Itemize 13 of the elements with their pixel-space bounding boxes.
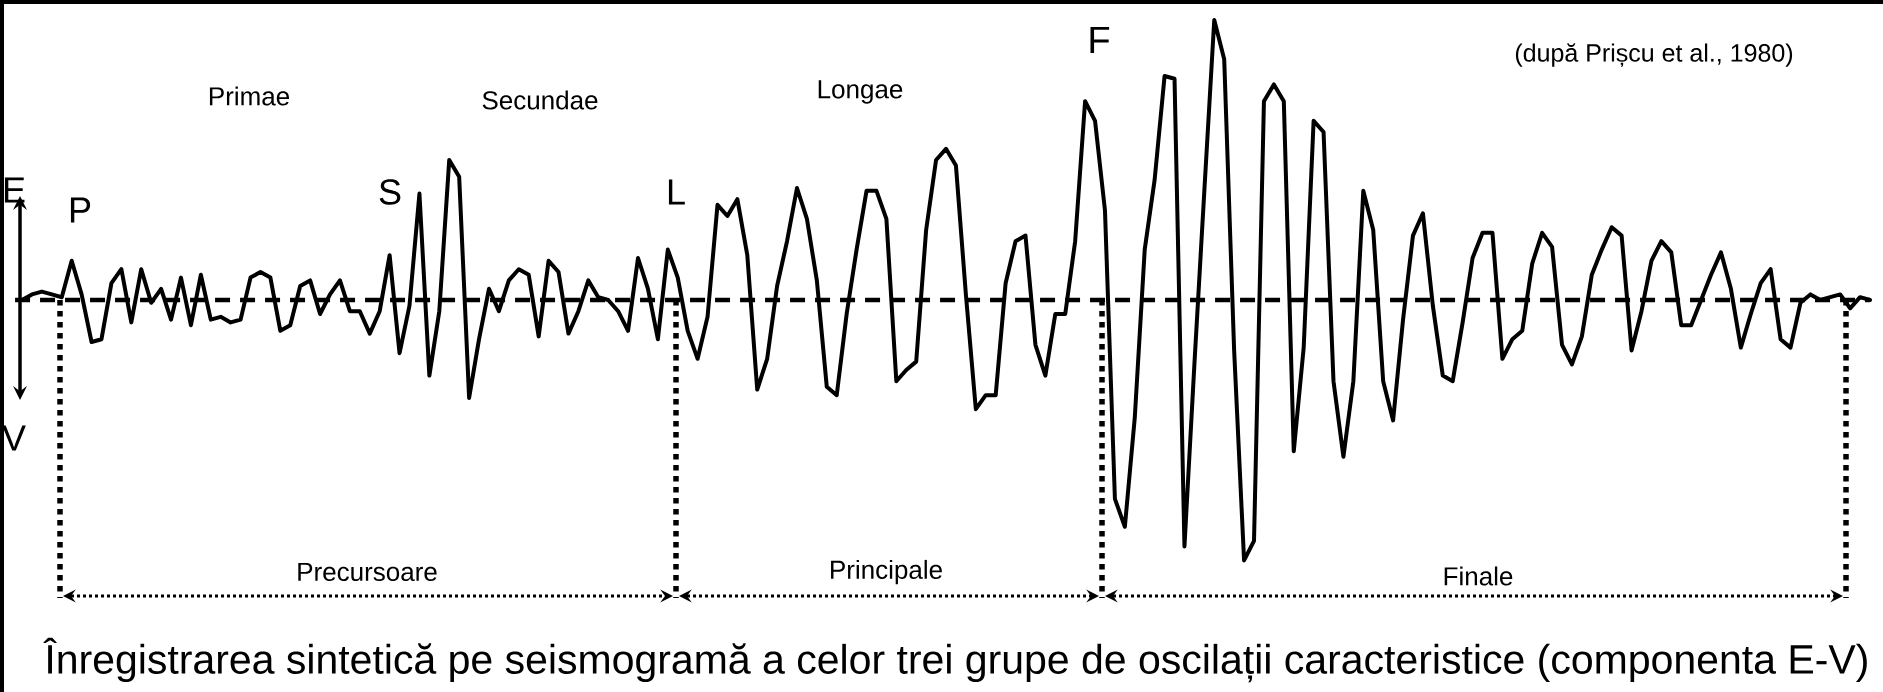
annotation: F [1090,26,1110,54]
annotation: V [2,425,26,451]
annotation: (după Prișcu et al., 1980) [1515,43,1793,67]
annotation: L [668,179,685,205]
annotation: Secundae [482,90,598,110]
annotation: S [379,179,401,205]
text: Înregistrarea sintetică pe seismogramă a celor trei grupe de oscilații caracteristice (componenta E-V) [43,637,1867,683]
annotation: Primae [209,86,290,106]
annotation: P [70,197,91,223]
annotation: Principale [831,559,942,585]
text: Precursoare [298,562,437,582]
text: Finale [1444,566,1513,586]
annotation: Longae [818,80,903,104]
